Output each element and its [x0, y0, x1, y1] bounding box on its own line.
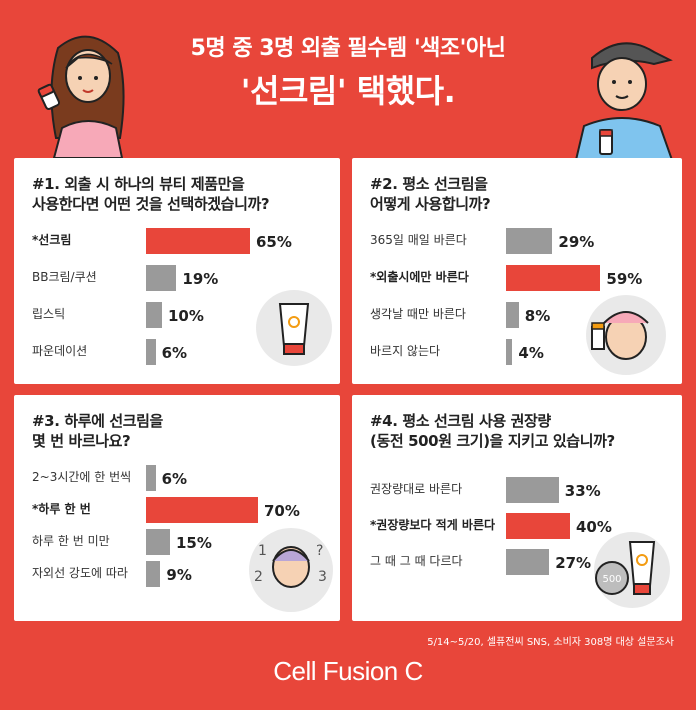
svg-text:?: ? — [316, 543, 323, 559]
bar-row: 하루 한 번 미만 15% — [14, 529, 340, 555]
bar-label: *외출시에만 바른다 — [370, 270, 469, 284]
bar-value-label: 65% — [256, 233, 292, 251]
bar-value-label: 40% — [576, 518, 612, 536]
bar — [146, 265, 177, 291]
svg-text:500: 500 — [602, 574, 621, 585]
bar-label: 365일 매일 바른다 — [370, 233, 467, 247]
bar — [146, 228, 250, 254]
coin-and-sunscreen-illustration: 500 — [594, 532, 670, 608]
bar — [506, 265, 601, 291]
bar-row: *권장량보다 적게 바른다 40% — [352, 513, 682, 539]
question-title-1: #1. 외출 시 하나의 뷰티 제품만을 사용한다면 어떤 것을 선택하겠습니까… — [32, 175, 270, 213]
bar-label: 바르지 않는다 — [370, 344, 441, 358]
header: 5명 중 3명 외출 필수템 '색조'아닌 '선크림' 택했다. — [0, 30, 696, 112]
survey-panel-3: #3. 하루에 선크림을 몇 번 바르나요? 1 2 ? 3 2~3시간에 한 … — [14, 395, 340, 621]
bar-label: *권장량보다 적게 바른다 — [370, 518, 496, 532]
confused-girl-illustration: 1 2 ? 3 — [249, 528, 333, 612]
bar-label: 자외선 강도에 따라 — [32, 566, 128, 580]
survey-panel-2: #2. 평소 선크림을 어떻게 사용합니까? 365일 매일 바른다 29% *외출… — [352, 158, 682, 384]
brand-logo: Cell Fusion C — [273, 656, 423, 686]
bar-label: 권장량대로 바른다 — [370, 482, 463, 496]
bar — [146, 529, 170, 555]
bar-value-label: 19% — [182, 270, 219, 288]
bar-row: *선크림 65% — [14, 228, 340, 254]
bar-label: 생각날 때만 바른다 — [370, 307, 466, 321]
bar — [146, 497, 258, 523]
bar — [506, 477, 559, 503]
bar — [506, 513, 570, 539]
bar-label: 하루 한 번 미만 — [32, 534, 110, 548]
svg-text:3: 3 — [318, 569, 327, 585]
bar-value-label: 27% — [555, 554, 592, 572]
title-line-2: '선크림' 택했다. — [240, 72, 456, 110]
survey-panel-4: #4. 평소 선크림 사용 권장량 (동전 500원 크기)을 지키고 있습니까… — [352, 395, 682, 621]
bar — [506, 339, 513, 365]
bar — [146, 561, 161, 587]
bar — [506, 549, 550, 575]
sunscreen-tube-illustration — [256, 290, 332, 366]
bar-row: 자외선 강도에 따라 9% — [14, 561, 340, 587]
girl-applying-sunscreen-illustration — [586, 295, 666, 375]
bar-row: 권장량대로 바른다 33% — [352, 477, 682, 503]
bar — [506, 302, 519, 328]
bar-row: 365일 매일 바른다 29% — [352, 228, 682, 254]
survey-footnote: 5/14~5/20, 셀퓨전씨 SNS, 소비자 308명 대상 설문조사 — [427, 637, 674, 648]
bar-row: 립스틱 10% — [14, 302, 340, 328]
bar-label: BB크림/쿠션 — [32, 270, 97, 284]
bar-value-label: 4% — [518, 344, 544, 362]
bar-value-label: 59% — [606, 270, 643, 288]
bar-value-label: 15% — [176, 534, 212, 552]
bar-row: BB크림/쿠션 19% — [14, 265, 340, 291]
question-title-4: #4. 평소 선크림 사용 권장량 (동전 500원 크기)을 지키고 있습니까… — [370, 412, 615, 450]
bar-row: 생각날 때만 바른다 8% — [352, 302, 682, 328]
bar-value-label: 9% — [166, 566, 192, 584]
title-line-1: 5명 중 3명 외출 필수템 '색조'아닌 — [190, 36, 506, 61]
question-title-2: #2. 평소 선크림을 어떻게 사용합니까? — [370, 175, 491, 213]
bar — [146, 339, 156, 365]
bar — [146, 302, 162, 328]
man-illustration — [574, 42, 674, 160]
bar — [146, 465, 156, 491]
bar-row: 파운데이션 6% — [14, 339, 340, 365]
bar-row: 그 때 그 때 다르다 27% — [352, 549, 682, 575]
bar-value-label: 10% — [168, 307, 204, 325]
question-title-3: #3. 하루에 선크림을 몇 번 바르나요? — [32, 412, 163, 450]
bar-row: 2~3시간에 한 번씩 6% — [14, 465, 340, 491]
bar-row: *하루 한 번 70% — [14, 497, 340, 523]
woman-illustration — [37, 35, 125, 158]
bar — [506, 228, 553, 254]
svg-text:2: 2 — [254, 569, 263, 585]
bar-value-label: 6% — [161, 344, 188, 362]
bar-label: *하루 한 번 — [32, 502, 91, 516]
bar-row: 바르지 않는다 4% — [352, 339, 682, 365]
bar-value-label: 70% — [264, 502, 300, 520]
bar-row: *외출시에만 바른다 59% — [352, 265, 682, 291]
bar-value-label: 8% — [524, 307, 551, 325]
bar-value-label: 29% — [558, 233, 595, 251]
bar-label: 2~3시간에 한 번씩 — [32, 470, 132, 484]
bar-value-label: 6% — [161, 470, 188, 488]
svg-text:1: 1 — [258, 543, 267, 559]
bar-label: 그 때 그 때 다르다 — [370, 554, 463, 568]
survey-panel-1: #1. 외출 시 하나의 뷰티 제품만을 사용한다면 어떤 것을 선택하겠습니까… — [14, 158, 340, 384]
bar-value-label: 33% — [564, 482, 601, 500]
bar-label: 립스틱 — [32, 307, 66, 321]
bar-label: 파운데이션 — [32, 344, 88, 358]
bar-label: *선크림 — [32, 233, 72, 247]
